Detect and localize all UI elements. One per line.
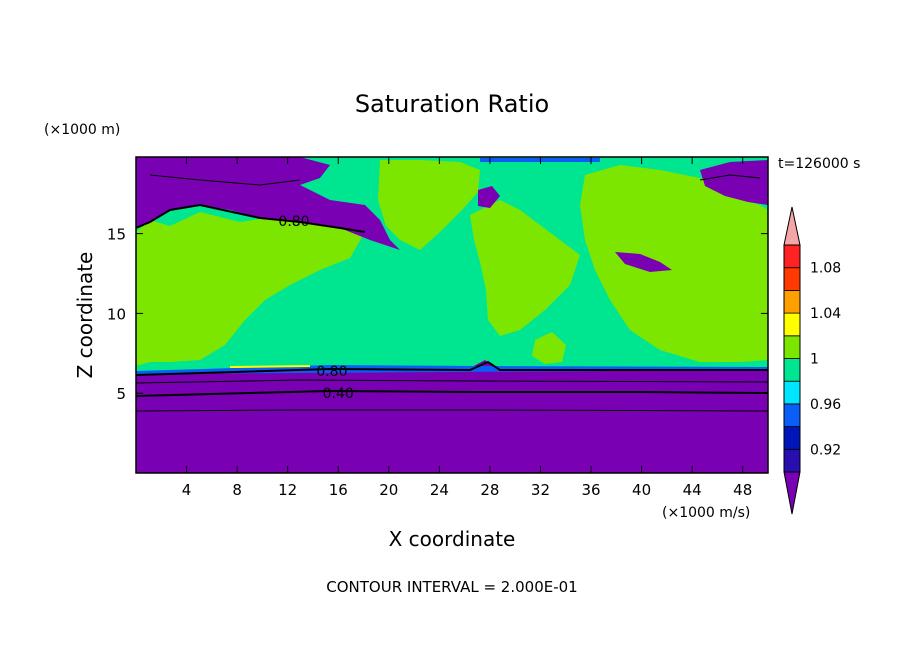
region-lower-dry	[136, 360, 768, 473]
chart-title: Saturation Ratio	[355, 90, 549, 118]
colorbar-swatch	[783, 403, 801, 427]
colorbar-label: 0.96	[810, 397, 841, 413]
x-tick-label: 44	[683, 481, 702, 499]
y-tick-label: 10	[107, 305, 126, 323]
x-tick-label: 24	[430, 481, 449, 499]
colorbar-swatch	[783, 358, 801, 382]
contour-label: 0.80	[316, 364, 347, 380]
region-upper-dry-right	[700, 160, 768, 205]
region-green-right	[580, 165, 768, 362]
x-tick-label: 20	[379, 481, 398, 499]
x-tick-label: 36	[581, 481, 600, 499]
contour-040	[136, 389, 768, 397]
x-axis-ticks: 4 8 12 16 20 24 28 32 36 40 44 48	[182, 157, 752, 499]
contour-lower-1	[136, 379, 768, 384]
colorbar-swatch	[783, 289, 801, 314]
x-tick-label: 8	[232, 481, 242, 499]
x-unit-label: (×1000 m/s)	[662, 505, 750, 521]
x-tick-label: 16	[329, 481, 348, 499]
colorbar-frame	[783, 244, 801, 473]
plot-area	[136, 157, 768, 473]
colorbar-swatch	[783, 426, 801, 450]
contour-upper-1	[149, 174, 301, 186]
colorbar-swatch	[783, 448, 801, 473]
colorbar-label: 1	[810, 352, 819, 368]
x-tick-label: 48	[733, 481, 752, 499]
y-tick-label: 5	[116, 385, 126, 403]
y-axis-ticks: 5 10 15	[107, 226, 768, 403]
x-axis-label: X coordinate	[389, 527, 516, 551]
contour-interval-footer: CONTOUR INTERVAL = 2.000E-01	[326, 578, 577, 596]
colorbar-label: 0.92	[810, 442, 841, 458]
x-tick-label: 28	[480, 481, 499, 499]
contour-label: 0.40	[323, 386, 354, 402]
x-tick-label: 12	[278, 481, 297, 499]
contour-080-lower	[136, 360, 768, 376]
y-unit-label: (×1000 m)	[44, 122, 120, 138]
region-upper-dry-mid	[478, 186, 500, 208]
contour-labels: 0.80 0.80 0.40	[278, 214, 353, 402]
region-green-blob	[532, 332, 566, 364]
y-tick-label: 15	[107, 226, 126, 244]
plot-frame	[135, 156, 769, 474]
region-green-upper-mid	[378, 160, 480, 250]
colorbar-under-triangle	[783, 471, 801, 515]
x-tick-label: 40	[632, 481, 651, 499]
colorbar-label: 1.04	[810, 306, 841, 322]
x-tick-label: 32	[531, 481, 550, 499]
colorbar-swatch	[783, 380, 801, 405]
x-tick-label: 4	[182, 481, 192, 499]
region-boundary-yellow	[230, 365, 310, 368]
time-label: t=126000 s	[778, 156, 860, 172]
colorbar: 0.92 0.96 1 1.04 1.08	[783, 206, 841, 515]
contour-upper-2	[699, 174, 761, 181]
colorbar-label: 1.08	[810, 261, 841, 277]
colorbar-swatch	[783, 267, 801, 291]
colorbar-swatch	[783, 335, 801, 359]
region-upper-dry-right2	[615, 252, 672, 272]
contour-lines	[136, 174, 768, 412]
region-green-center	[470, 200, 580, 336]
contour-lower-2	[136, 409, 768, 412]
y-axis-label: Z coordinate	[73, 252, 97, 379]
region-green-left	[136, 212, 365, 366]
contour-label: 0.80	[278, 214, 309, 230]
colorbar-over-triangle	[783, 206, 801, 246]
colorbar-swatch	[783, 312, 801, 337]
colorbar-swatch	[783, 244, 801, 269]
contour-080-upper	[136, 203, 366, 233]
